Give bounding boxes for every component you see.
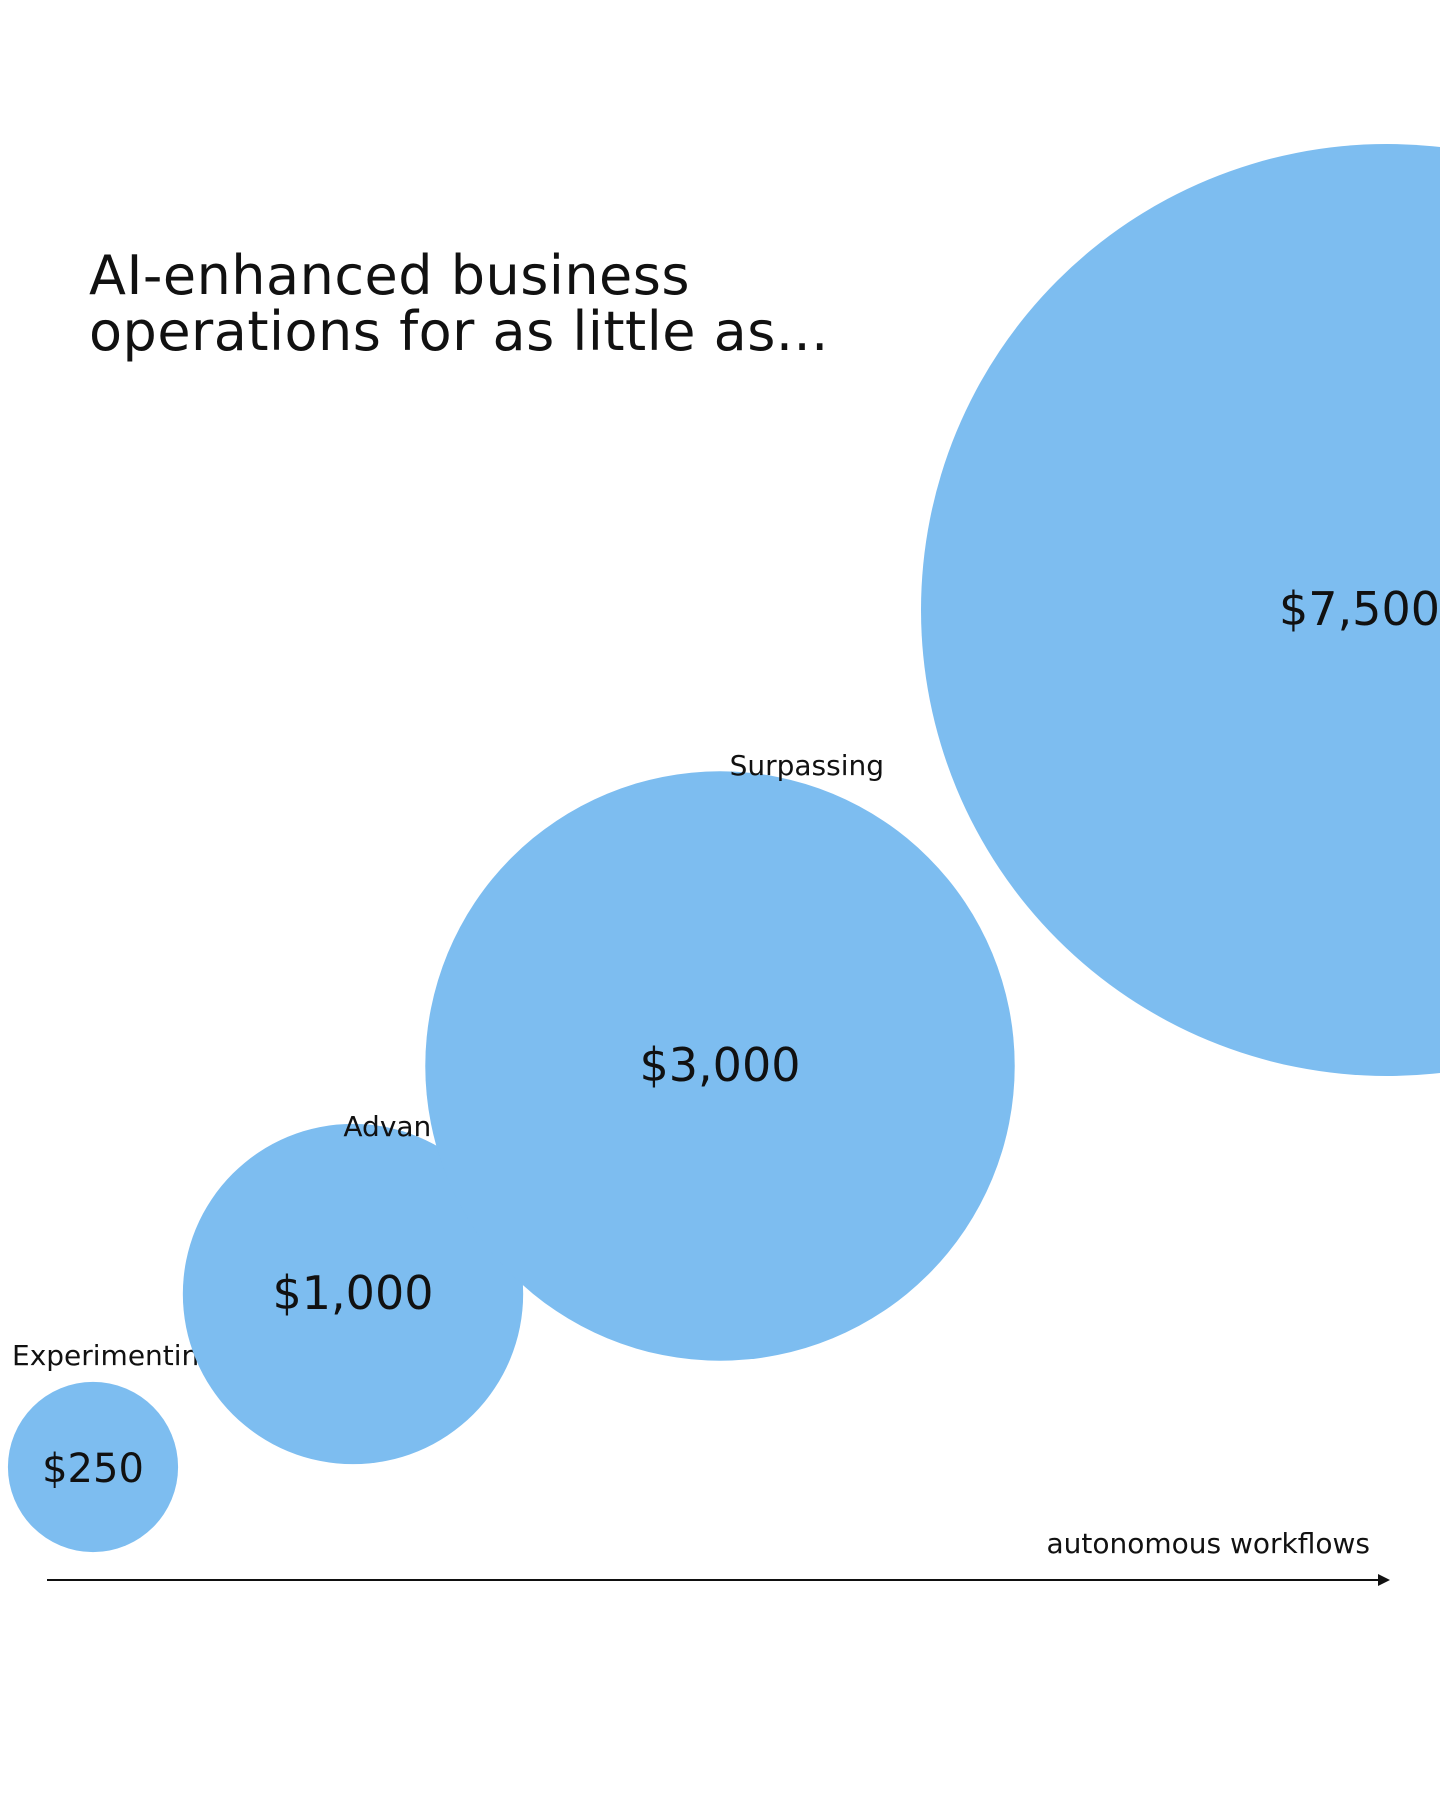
bubble-value-label-1: $250 <box>42 1446 144 1492</box>
x-axis: autonomous workflows <box>47 1527 1390 1586</box>
bubble-1 <box>7 1381 179 1553</box>
bubble-group: $250Experimenting$1,000Advancing$3,000$7… <box>7 144 1440 1553</box>
page-title-line-1: AI-enhanced business <box>89 244 691 307</box>
x-axis-arrow-icon <box>1378 1574 1390 1586</box>
page-title-line-2: operations for as little as... <box>89 300 829 363</box>
bubble-4 <box>921 144 1440 1076</box>
tier-label-4: Surpassing <box>730 749 884 782</box>
page-title: AI-enhanced business operations for as l… <box>89 248 829 360</box>
bubble-value-label-3: $3,000 <box>640 1038 801 1092</box>
bubble-3 <box>425 771 1015 1361</box>
bubble-value-label-2: $1,000 <box>273 1266 434 1320</box>
x-axis-label: autonomous workflows <box>1046 1527 1370 1560</box>
tier-label-1: Experimenting <box>12 1339 217 1372</box>
bubble-value-label-4: $7,500 <box>1279 582 1440 636</box>
bubble-2 <box>182 1123 524 1465</box>
